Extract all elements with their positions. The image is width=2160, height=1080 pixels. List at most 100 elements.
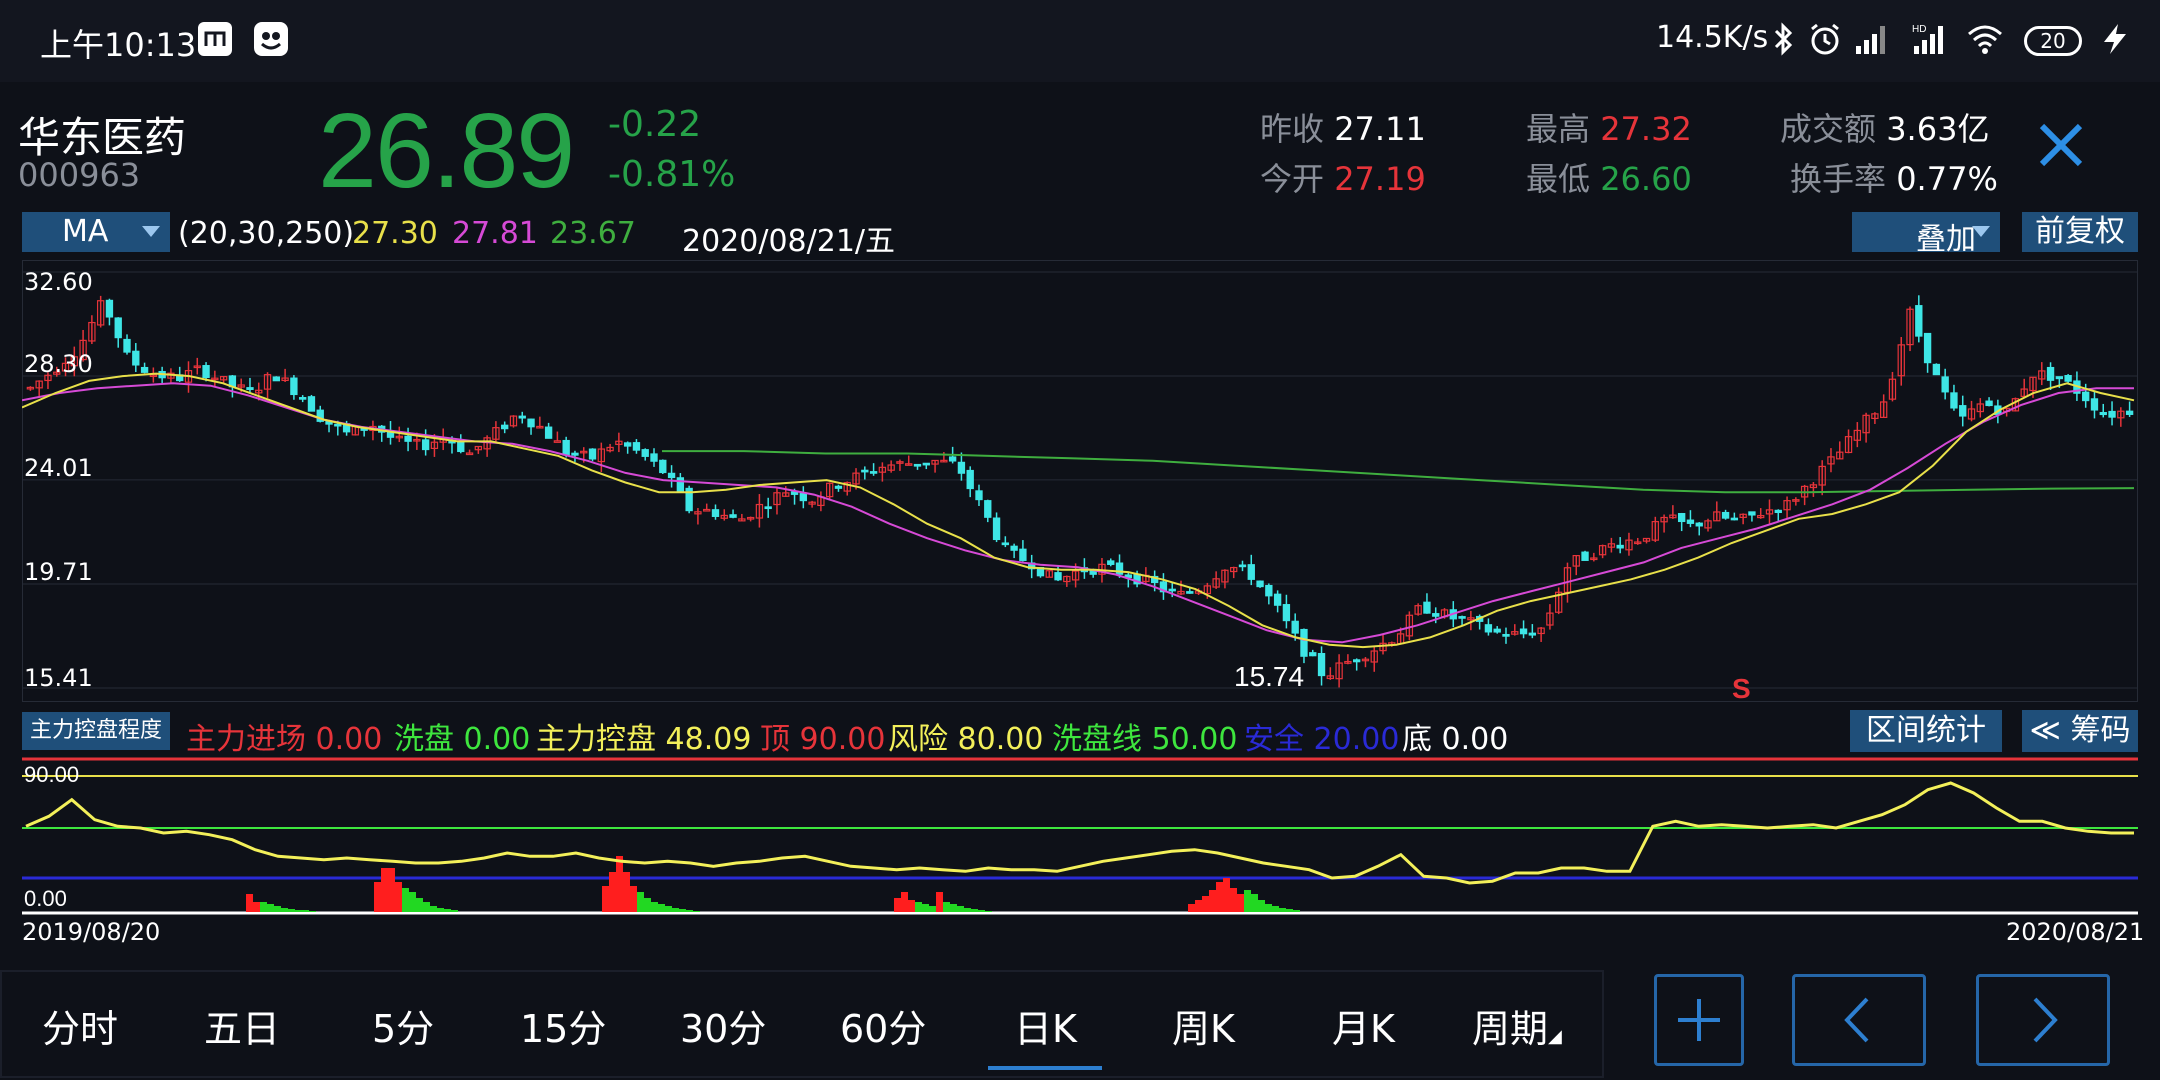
candle-body [1326, 675, 1334, 680]
wash-bar [672, 908, 679, 912]
candlestick-chart[interactable]: 15.74 S [22, 260, 2138, 702]
battery-icon: 20 [2024, 26, 2082, 56]
candle-body [1212, 578, 1220, 588]
main-in-bar [908, 900, 915, 912]
candle-body [1458, 616, 1466, 619]
price-change: -0.22 [608, 104, 702, 145]
candle-body [202, 365, 210, 379]
tab-monthly[interactable]: 月K [1332, 1007, 1395, 1051]
candle-body [1186, 591, 1194, 594]
indicator-select[interactable]: 主力控盘程度 [22, 712, 170, 750]
indicator-bars [246, 856, 1300, 912]
candle-body [474, 445, 483, 451]
candle-body [887, 464, 895, 471]
overlay-select[interactable]: 叠加 [1852, 212, 2000, 257]
candle-body [272, 376, 280, 382]
tab-five-day[interactable]: 五日 [204, 1007, 281, 1051]
wash-value: 洗盘 0.00 [394, 722, 531, 757]
main-in-bar [901, 892, 908, 912]
tab-60min[interactable]: 60分 [840, 1007, 927, 1051]
candle-body [580, 450, 588, 454]
svg-text:HD: HD [1912, 24, 1926, 35]
candle-body [1115, 562, 1124, 575]
candle-body [1932, 363, 1941, 376]
mi-icon [198, 22, 232, 56]
candle-body [1291, 620, 1299, 634]
candle-body [878, 466, 887, 473]
candle-body [1203, 585, 1212, 595]
candle-body [1590, 557, 1598, 561]
wash-bar [950, 904, 957, 912]
wash-bar [971, 909, 978, 912]
chevron-down-icon [1972, 226, 1990, 237]
candle-body [536, 425, 544, 429]
y-axis-label: 24.01 [24, 453, 93, 482]
tab-intraday[interactable]: 分时 [42, 1007, 119, 1051]
tab-daily[interactable]: 日K [1014, 1007, 1077, 1051]
candle-body [790, 491, 799, 495]
candle-body [421, 439, 430, 451]
candle-body [1774, 509, 1782, 514]
low-annotation: 15.74 [1234, 661, 1304, 692]
main-in-bar [253, 902, 260, 912]
chevron-right-icon [2033, 997, 2058, 1043]
main-in-bar [1237, 894, 1244, 912]
tab-15min[interactable]: 15分 [520, 1007, 607, 1051]
tab-period[interactable]: 周期◢ [1472, 998, 1562, 1051]
candle-body [1054, 572, 1062, 581]
candle-body [1177, 590, 1185, 595]
candle-body [1818, 465, 1826, 486]
y-axis-label: 15.41 [24, 664, 93, 692]
wash-bar [1244, 890, 1251, 912]
candle-body [1361, 658, 1370, 662]
ma-select-label: MA [62, 214, 109, 249]
candle-body [1256, 580, 1264, 588]
range-stats-button[interactable]: 区间统计 [1850, 710, 2002, 752]
candle-body [1019, 548, 1027, 561]
tab-30min[interactable]: 30分 [680, 1007, 767, 1051]
candle-body [1379, 642, 1387, 652]
add-button[interactable] [1654, 974, 1744, 1066]
candle-body [2117, 410, 2125, 419]
wash-bar [409, 892, 416, 912]
indicator-chart[interactable]: 90.00 0.00 [22, 756, 2138, 916]
next-button[interactable] [1976, 974, 2110, 1066]
chips-button[interactable]: ≪ 筹码 [2022, 710, 2138, 752]
wash-bar [309, 911, 316, 912]
candle-body [299, 397, 307, 400]
date-start: 2019/08/20 [22, 918, 161, 946]
candle-body [457, 440, 465, 453]
candle-body [1941, 376, 1949, 393]
candle-body [1423, 601, 1431, 614]
candle-body [501, 424, 509, 430]
wash-bar [302, 910, 309, 912]
candle-body [1432, 613, 1440, 617]
ind-y-bottom: 0.00 [24, 886, 67, 911]
candle-body [219, 375, 228, 381]
candle-body [1555, 591, 1563, 613]
candle-body [140, 366, 149, 373]
wash-bar [637, 892, 644, 912]
chart-frame [22, 260, 2138, 702]
main-in-bar [894, 898, 901, 912]
wash-bar [665, 906, 672, 912]
ma-indicator-select[interactable]: MA [22, 212, 170, 252]
candle-body [562, 439, 570, 456]
chevron-down-icon [142, 226, 160, 237]
close-icon[interactable] [2034, 118, 2088, 172]
previous-button[interactable] [1792, 974, 1926, 1066]
ind-y-top: 90.00 [24, 762, 79, 787]
wash-bar [651, 902, 658, 912]
candle-body [2082, 391, 2090, 402]
wash-bar [1251, 894, 1258, 912]
forward-adjust-button[interactable]: 前复权 [2022, 212, 2138, 252]
candle-body [1230, 566, 1238, 573]
tab-5min[interactable]: 5分 [372, 1007, 435, 1051]
candle-body [703, 508, 711, 512]
candle-body [281, 377, 289, 382]
candle-body [1045, 570, 1053, 578]
wash-bar [644, 898, 651, 912]
tab-weekly[interactable]: 周K [1172, 1007, 1235, 1051]
candle-body [1827, 456, 1835, 465]
candles [26, 295, 2134, 688]
